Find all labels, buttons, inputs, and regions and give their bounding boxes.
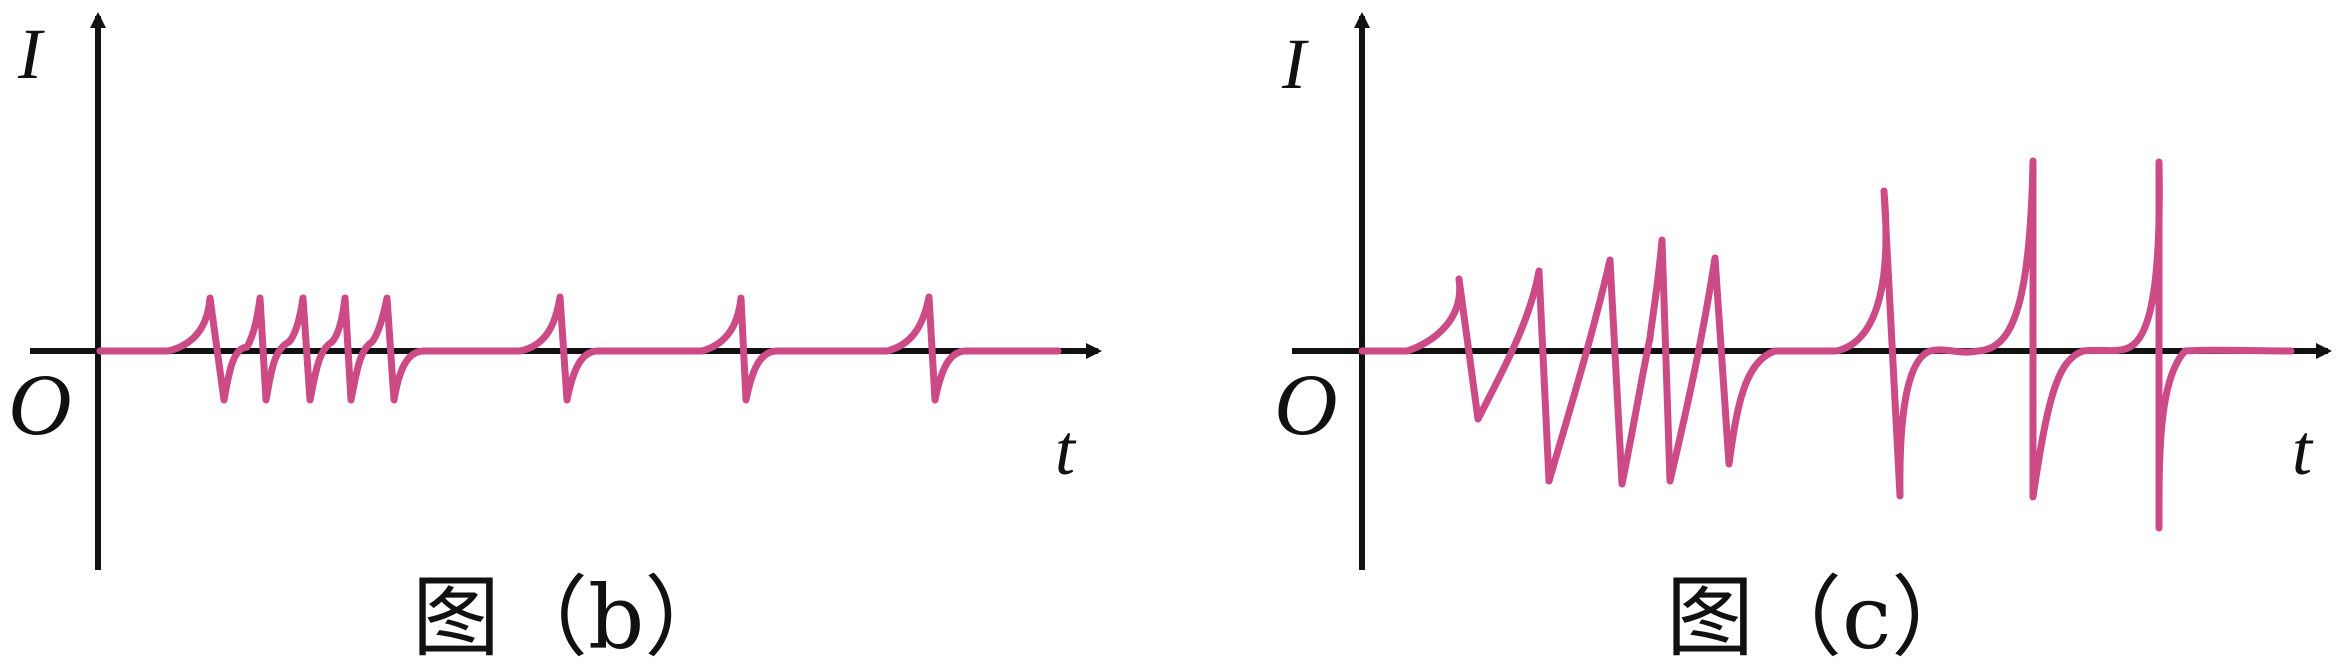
panel-b-y-label: I (17, 14, 45, 94)
panel-c-y-label: I (1281, 24, 1309, 104)
panel-b-current-waveform (96, 293, 1062, 404)
panel-b-x-label: t (1055, 410, 1077, 490)
panel-c-current-waveform (1358, 157, 2295, 532)
panel-c-x-label: t (2292, 410, 2314, 490)
panel-b-caption: 图（b） (412, 566, 732, 668)
panel-b: I t O 图（b） (8, 12, 1102, 668)
panel-c-caption: 图（c） (1666, 566, 1979, 668)
panel-c: I t O 图（c） (1274, 12, 2332, 668)
panel-c-origin-label: O (1274, 357, 1338, 454)
panel-b-origin-label: O (8, 357, 72, 454)
